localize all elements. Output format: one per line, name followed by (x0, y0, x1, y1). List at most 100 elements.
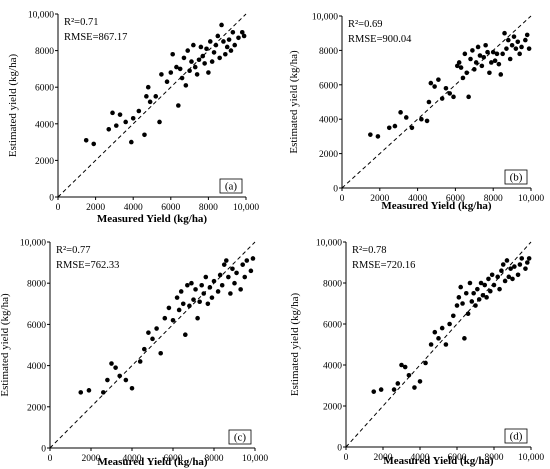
data-point (158, 350, 163, 356)
data-point (460, 301, 465, 306)
x-axis-title: Measured Yield (kg/ha) (381, 200, 492, 212)
panel-label-box (504, 428, 528, 444)
data-point (439, 325, 445, 331)
data-point (228, 291, 233, 296)
data-point (473, 303, 478, 308)
x-tick-label: 2000 (370, 194, 389, 204)
data-point (524, 32, 530, 38)
scatter-panel-b: 0 2000 4000 6000 8000 10,000 0 2000 4000 6000 8000… (288, 13, 544, 213)
data-point (199, 282, 204, 288)
data-point (480, 293, 486, 298)
data-point (244, 258, 250, 263)
x-tick-label: 8000 (484, 194, 503, 204)
data-point (106, 126, 112, 132)
data-point (232, 280, 237, 286)
data-point (238, 287, 243, 292)
data-point (203, 274, 209, 280)
data-point (183, 83, 189, 88)
data-point (443, 85, 449, 91)
data-point (178, 289, 184, 294)
data-point (123, 377, 129, 383)
data-point (142, 346, 147, 352)
data-point (174, 295, 180, 300)
data-point (462, 51, 468, 57)
data-point (200, 53, 206, 59)
data-point (147, 99, 153, 105)
data-point (526, 256, 532, 261)
data-point (491, 282, 497, 288)
data-point (150, 336, 155, 342)
data-point (402, 364, 408, 370)
y-tick-label: 10,000 (20, 239, 46, 249)
data-point (472, 67, 477, 72)
data-point (398, 110, 403, 115)
y-tick-label: 10,000 (316, 239, 342, 249)
data-point (226, 274, 231, 280)
data-point (467, 280, 473, 286)
y-tick-label: 4000 (35, 120, 54, 130)
data-point (224, 258, 229, 263)
data-point (176, 307, 182, 313)
panel-label: (d) (510, 431, 523, 443)
data-point (436, 336, 441, 341)
data-point (230, 266, 235, 272)
panel-label-box (504, 169, 528, 185)
y-tick-label: 4000 (319, 116, 338, 126)
data-point (154, 326, 159, 331)
data-point (406, 372, 412, 378)
data-point (513, 46, 519, 51)
x-tick-label: 4000 (411, 453, 430, 463)
x-axis-title: Measured Yield (kg/ha) (383, 455, 494, 467)
data-point (512, 264, 517, 269)
y-tick-label: 2000 (27, 403, 46, 413)
y-tick-label: 10,000 (312, 13, 338, 23)
data-point (502, 30, 507, 36)
data-point (129, 385, 135, 391)
y-axis-title: Estimated yield (kg/ha) (289, 293, 301, 397)
data-point (468, 56, 473, 62)
data-point (86, 388, 92, 393)
data-point (436, 77, 441, 82)
x-tick-label: 2000 (82, 454, 101, 464)
data-point (206, 70, 211, 75)
data-point (494, 51, 500, 57)
data-point (403, 115, 409, 120)
data-point (91, 141, 97, 147)
panel-label-box (228, 429, 252, 445)
data-point (462, 336, 467, 341)
data-point (117, 112, 123, 117)
data-point (511, 34, 517, 39)
data-point (129, 139, 134, 145)
data-point (146, 330, 151, 335)
data-point (515, 39, 521, 45)
y-tick-label: 4000 (27, 362, 46, 372)
data-point (224, 44, 230, 50)
data-point (475, 44, 481, 50)
data-point (486, 276, 491, 282)
r-squared-label: R²=0.71 (64, 17, 98, 28)
data-point (183, 332, 188, 338)
data-point (223, 51, 228, 57)
data-point (428, 342, 434, 347)
data-point (451, 94, 456, 100)
data-point (465, 311, 471, 317)
x-tick-label: 8000 (485, 453, 504, 463)
y-tick-label: 10,000 (28, 11, 54, 21)
x-tick-label: 0 (344, 453, 349, 463)
data-point (519, 44, 524, 50)
data-point (228, 48, 234, 53)
x-tick-label: 10,000 (242, 454, 268, 464)
x-tick-label: 4000 (408, 194, 427, 204)
data-point (478, 280, 484, 286)
data-point (378, 387, 384, 392)
one-to-one-reference-line (341, 15, 532, 189)
data-point (248, 268, 254, 274)
y-tick-label: 8000 (319, 47, 338, 57)
data-point (419, 116, 424, 122)
data-point (399, 362, 404, 368)
data-point (215, 33, 221, 39)
data-point (507, 56, 513, 62)
data-point (191, 42, 196, 48)
data-point (484, 295, 489, 300)
x-tick-label: 10,000 (518, 194, 544, 204)
